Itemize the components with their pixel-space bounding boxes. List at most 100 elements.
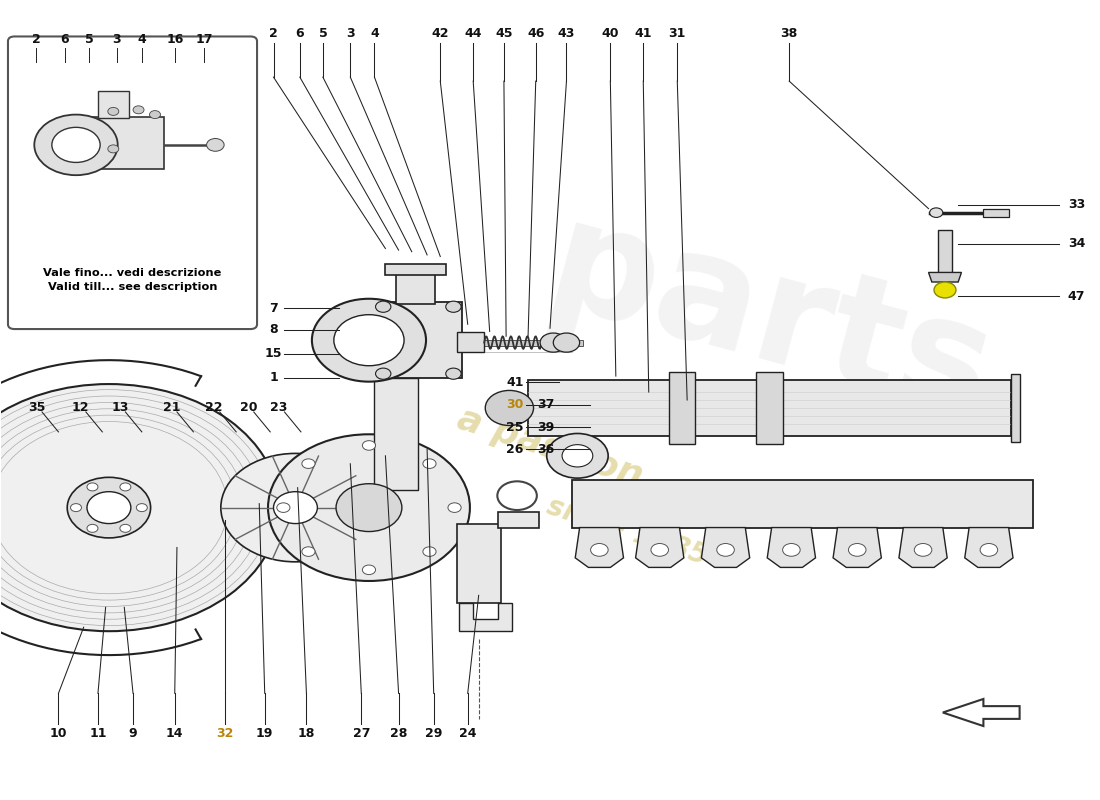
Circle shape (930, 208, 943, 218)
Text: 3: 3 (346, 26, 354, 40)
Text: 37: 37 (537, 398, 554, 411)
Text: 43: 43 (558, 26, 575, 40)
Polygon shape (767, 527, 815, 567)
Circle shape (274, 492, 318, 523)
Text: a passion: a passion (453, 402, 647, 494)
Text: 32: 32 (217, 726, 234, 740)
Circle shape (782, 543, 800, 556)
Circle shape (547, 434, 608, 478)
Text: 29: 29 (425, 726, 442, 740)
Text: 33: 33 (1068, 198, 1085, 211)
Text: 47: 47 (1068, 290, 1086, 303)
Polygon shape (396, 273, 435, 304)
Text: 15: 15 (265, 347, 283, 360)
Text: 26: 26 (506, 443, 524, 456)
Circle shape (312, 298, 426, 382)
Circle shape (717, 543, 735, 556)
Text: 30: 30 (506, 398, 524, 411)
Text: 24: 24 (459, 726, 476, 740)
Circle shape (553, 333, 580, 352)
Circle shape (67, 478, 151, 538)
Polygon shape (456, 332, 484, 352)
Text: 22: 22 (206, 402, 223, 414)
Polygon shape (575, 527, 624, 567)
Polygon shape (76, 117, 164, 169)
Text: 23: 23 (271, 402, 288, 414)
Polygon shape (468, 340, 583, 346)
Polygon shape (374, 378, 418, 490)
Polygon shape (938, 230, 952, 276)
Circle shape (651, 543, 669, 556)
Circle shape (422, 547, 436, 556)
Text: 13: 13 (111, 402, 129, 414)
Text: 46: 46 (527, 26, 544, 40)
Circle shape (375, 301, 390, 312)
Text: 40: 40 (602, 26, 619, 40)
Text: 27: 27 (352, 726, 370, 740)
Circle shape (301, 459, 315, 469)
Polygon shape (456, 523, 501, 603)
Circle shape (562, 445, 593, 467)
Circle shape (914, 543, 932, 556)
Polygon shape (164, 476, 190, 539)
Circle shape (120, 483, 131, 491)
Text: 2: 2 (270, 26, 278, 40)
Circle shape (336, 484, 402, 531)
Polygon shape (459, 603, 512, 631)
Circle shape (108, 107, 119, 115)
Circle shape (333, 314, 404, 366)
Text: 31: 31 (669, 26, 686, 40)
Circle shape (136, 504, 147, 512)
Text: 12: 12 (72, 402, 89, 414)
Circle shape (52, 127, 100, 162)
Text: 19: 19 (256, 726, 274, 740)
Circle shape (87, 524, 98, 532)
Circle shape (485, 390, 534, 426)
Polygon shape (385, 265, 446, 275)
Polygon shape (965, 527, 1013, 567)
Circle shape (540, 333, 566, 352)
Text: 5: 5 (319, 26, 328, 40)
Text: 7: 7 (270, 302, 278, 315)
Polygon shape (374, 302, 462, 378)
Text: 20: 20 (240, 402, 257, 414)
Text: 11: 11 (89, 726, 107, 740)
Polygon shape (528, 380, 1011, 436)
Circle shape (133, 106, 144, 114)
Text: 4: 4 (370, 26, 378, 40)
Text: 17: 17 (196, 33, 213, 46)
Circle shape (34, 114, 118, 175)
Text: 36: 36 (537, 443, 554, 456)
Text: 16: 16 (166, 33, 184, 46)
Circle shape (848, 543, 866, 556)
Text: 1: 1 (270, 371, 278, 384)
Text: 41: 41 (635, 26, 652, 40)
Circle shape (87, 483, 98, 491)
Polygon shape (217, 480, 241, 535)
Polygon shape (669, 372, 695, 444)
Polygon shape (928, 273, 961, 282)
Text: 28: 28 (389, 726, 407, 740)
Circle shape (301, 547, 315, 556)
Text: 2: 2 (32, 33, 41, 46)
Text: 35: 35 (28, 402, 45, 414)
Polygon shape (636, 527, 684, 567)
Text: Vale fino... vedi descrizione
Valid till... see description: Vale fino... vedi descrizione Valid till… (43, 268, 222, 292)
Text: 45: 45 (495, 26, 513, 40)
Polygon shape (899, 527, 947, 567)
Circle shape (375, 368, 390, 379)
Circle shape (422, 459, 436, 469)
Text: 6: 6 (60, 33, 69, 46)
Polygon shape (702, 527, 750, 567)
Circle shape (591, 543, 608, 556)
Circle shape (70, 504, 81, 512)
Text: 4: 4 (138, 33, 146, 46)
Text: 44: 44 (464, 26, 482, 40)
Circle shape (221, 454, 370, 562)
Circle shape (0, 384, 279, 631)
Text: since 1985: since 1985 (542, 492, 711, 570)
Text: 5: 5 (85, 33, 94, 46)
Text: 25: 25 (506, 421, 524, 434)
Text: 18: 18 (298, 726, 315, 740)
Text: 10: 10 (50, 726, 67, 740)
